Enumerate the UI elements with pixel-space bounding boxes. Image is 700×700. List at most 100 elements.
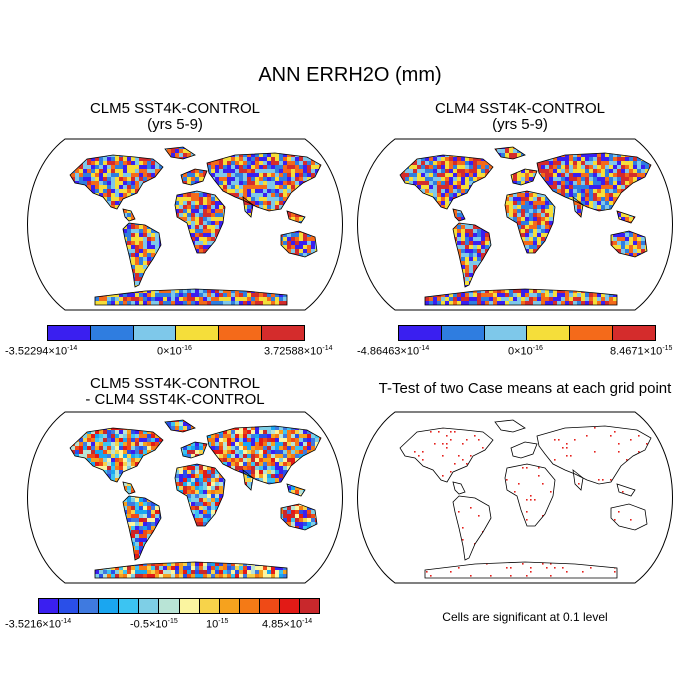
- colorbar-swatch: [279, 599, 301, 613]
- coastline: [536, 425, 652, 485]
- coastline: [286, 210, 306, 224]
- coastline: [280, 503, 318, 531]
- colorbar-swatch: [90, 326, 134, 340]
- coastline: [399, 154, 494, 210]
- coastline: [164, 419, 196, 433]
- coastline: [616, 483, 636, 497]
- colorbar3-max-label: 4.85×10-14: [262, 618, 313, 631]
- panel1-title: CLM5 SST4K-CONTROL (yrs 5-9): [25, 101, 325, 133]
- coastline: [452, 208, 466, 222]
- map-panel-clm4: [357, 138, 673, 311]
- colorbar3-mid-label: -0.5×10-15: [130, 618, 178, 631]
- panel2-title: CLM4 SST4K-CONTROL (yrs 5-9): [360, 101, 680, 133]
- coastline: [206, 425, 322, 485]
- land-field: [70, 420, 321, 578]
- colorbar-swatch: [133, 326, 177, 340]
- colorbar-swatch: [484, 326, 528, 340]
- land-field: [70, 147, 321, 305]
- coastline: [164, 146, 196, 160]
- colorbar-swatch: [219, 599, 240, 613]
- colorbar-swatch: [527, 326, 571, 340]
- coastline: [610, 230, 648, 258]
- colorbar-swatch: [262, 326, 304, 340]
- coastline: [69, 154, 164, 210]
- colorbar-swatch: [300, 599, 320, 613]
- panel4-title-line1: T-Test of two Case means at each grid po…: [378, 380, 672, 397]
- coastline: [572, 469, 584, 491]
- colorbar-swatch: [399, 326, 442, 340]
- colorbar-swatch: [570, 326, 614, 340]
- coastline: [122, 481, 136, 495]
- colorbar2-mid-label: 0×10-16: [508, 345, 543, 358]
- colorbar-swatch: [219, 326, 263, 340]
- colorbar-panel1: [47, 325, 305, 341]
- coastline: [94, 561, 288, 579]
- panel1-title-line1: CLM5 SST4K-CONTROL: [89, 100, 261, 117]
- coastline: [504, 463, 556, 527]
- coastline: [122, 495, 162, 561]
- colorbar-swatch: [613, 326, 655, 340]
- coastline: [452, 222, 492, 288]
- coastline: [510, 168, 538, 186]
- colorbar-swatch: [99, 599, 120, 613]
- colorbar-swatch: [239, 599, 260, 613]
- coastline: [504, 190, 556, 254]
- coastline: [616, 210, 636, 224]
- map-frame: [27, 138, 343, 311]
- panel2-title-line2: (yrs 5-9): [492, 116, 548, 133]
- coastline: [572, 196, 584, 218]
- colorbar-panel2: [398, 325, 656, 341]
- map-frame: [357, 138, 673, 311]
- figure-title: ANN ERRH2O (mm): [258, 64, 442, 86]
- panel3-title: CLM5 SST4K-CONTROL - CLM4 SST4K-CONTROL: [25, 376, 325, 408]
- colorbar-swatch: [259, 599, 280, 613]
- coastline: [452, 495, 492, 561]
- map-panel-difference: [27, 411, 343, 584]
- map-frame: [357, 411, 673, 584]
- colorbar-swatch: [79, 599, 100, 613]
- coastline: [174, 190, 226, 254]
- coastline: [94, 288, 288, 306]
- colorbar-swatch: [159, 599, 180, 613]
- coastline: [286, 483, 306, 497]
- coastline: [610, 503, 648, 531]
- coastline: [242, 196, 254, 218]
- colorbar-swatch: [39, 599, 60, 613]
- coastline: [180, 168, 208, 186]
- panel2-title-line1: CLM4 SST4K-CONTROL: [434, 100, 606, 117]
- colorbar1-mid-label: 0×10-16: [157, 345, 192, 358]
- coastline: [122, 222, 162, 288]
- coastline: [536, 152, 652, 212]
- panel3-title-line2: - CLM4 SST4K-CONTROL: [85, 391, 265, 408]
- coastline: [180, 441, 208, 459]
- colorbar2-min-label: -4.86463×10-14: [357, 345, 430, 358]
- colorbar-swatch: [199, 599, 220, 613]
- coastline: [206, 152, 322, 212]
- coastline: [280, 230, 318, 258]
- panel4-title: T-Test of two Case means at each grid po…: [360, 381, 690, 397]
- colorbar-panel3: [38, 598, 320, 614]
- coastline: [174, 463, 226, 527]
- colorbar2-max-label: 8.4671×10-15: [610, 345, 673, 358]
- coastline: [494, 146, 526, 160]
- map-frame: [27, 411, 343, 584]
- colorbar3-min-label: -3.5216×10-14: [5, 618, 72, 631]
- colorbar-swatch: [179, 599, 200, 613]
- coastline: [424, 288, 618, 306]
- coastline: [510, 441, 538, 459]
- coastline: [494, 419, 526, 433]
- panel1-title-line2: (yrs 5-9): [147, 116, 203, 133]
- colorbar-swatch: [48, 326, 91, 340]
- land-field: [400, 147, 651, 305]
- map-panel-clm5: [27, 138, 343, 311]
- coastline: [122, 208, 136, 222]
- colorbar1-max-label: 3.72588×10-14: [264, 345, 333, 358]
- colorbar-swatch: [119, 599, 140, 613]
- colorbar3-mid2-label: 10-15: [206, 618, 229, 631]
- colorbar-swatch: [441, 326, 485, 340]
- coastline: [452, 481, 466, 495]
- land-field: [402, 420, 651, 577]
- coastline: [242, 469, 254, 491]
- colorbar-swatch: [176, 326, 220, 340]
- map-panel-ttest: [357, 411, 673, 584]
